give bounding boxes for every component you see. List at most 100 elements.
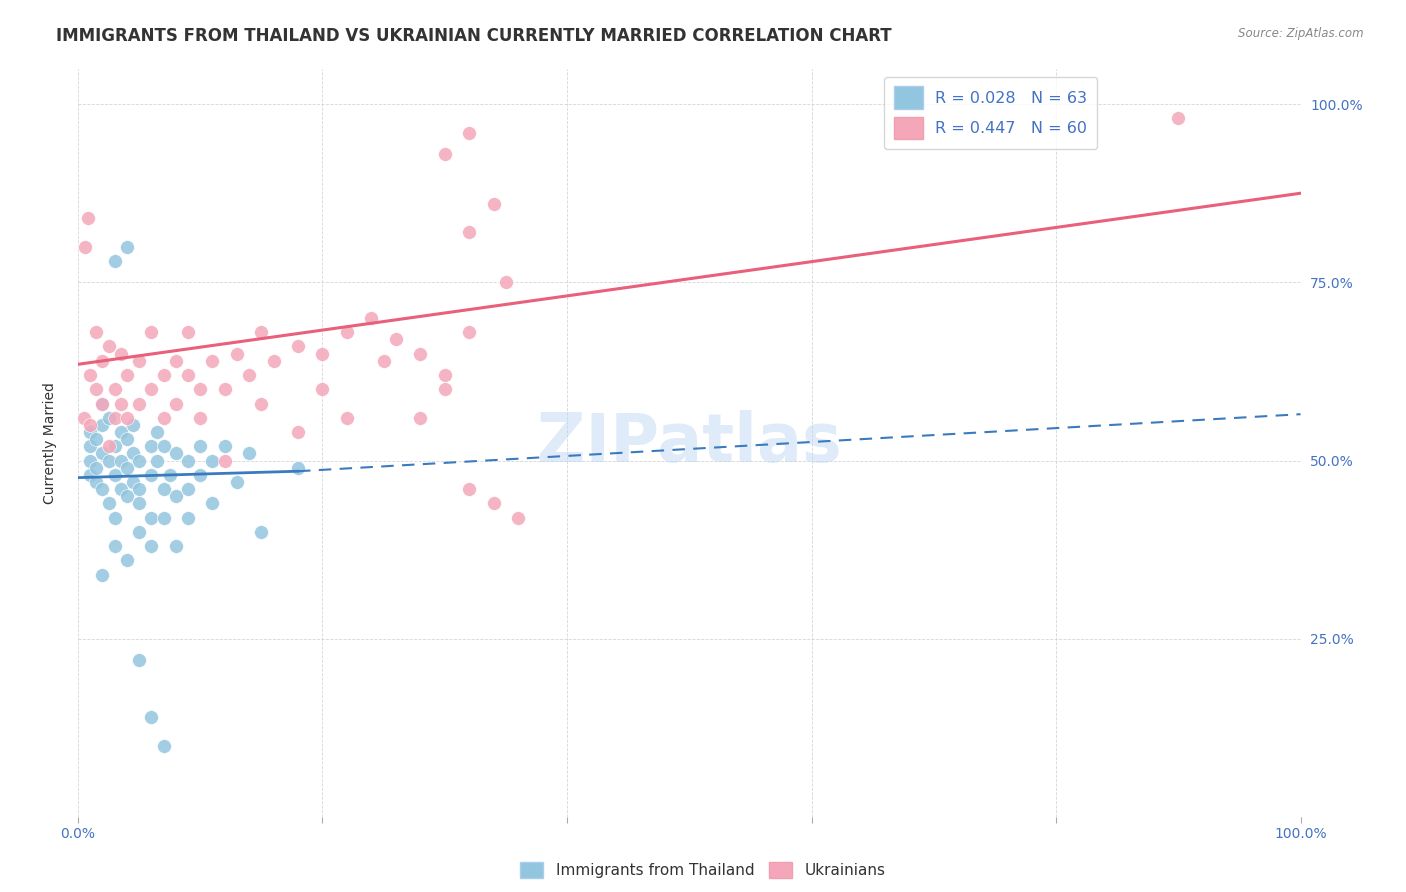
Point (141, 325, 163, 339)
Point (433, 382, 456, 396)
Point (128, 482, 150, 496)
Point (128, 524, 150, 539)
Point (385, 332, 408, 346)
Point (287, 425, 309, 439)
Point (97, 453, 120, 467)
Point (110, 396, 132, 410)
Point (495, 276, 517, 290)
Point (97, 410, 120, 425)
Point (122, 446, 145, 460)
Legend: R = 0.028   N = 63, R = 0.447   N = 60: R = 0.028 N = 63, R = 0.447 N = 60 (884, 77, 1097, 149)
Point (110, 425, 132, 439)
Point (128, 396, 150, 410)
Point (110, 482, 132, 496)
Point (122, 417, 145, 432)
Point (79, 453, 101, 467)
Point (76, 211, 98, 226)
Point (201, 453, 224, 467)
Point (336, 410, 359, 425)
Point (409, 410, 432, 425)
Point (152, 482, 174, 496)
Point (104, 467, 127, 482)
Point (146, 453, 169, 467)
Point (177, 368, 200, 382)
Point (250, 524, 273, 539)
Point (79, 467, 101, 482)
Point (91, 353, 114, 368)
Point (104, 254, 127, 268)
Point (115, 368, 138, 382)
Point (128, 453, 150, 467)
Point (110, 453, 132, 467)
Point (214, 382, 236, 396)
Point (115, 410, 138, 425)
Point (433, 368, 456, 382)
Point (141, 539, 163, 553)
Point (91, 396, 114, 410)
Point (115, 460, 138, 475)
Point (110, 346, 132, 360)
Point (506, 510, 529, 524)
Point (165, 396, 187, 410)
Point (128, 496, 150, 510)
Point (115, 553, 138, 567)
Point (91, 417, 114, 432)
Point (152, 739, 174, 753)
Point (225, 475, 247, 489)
Point (115, 240, 138, 254)
Point (165, 539, 187, 553)
Point (91, 482, 114, 496)
Point (84, 475, 107, 489)
Point (165, 446, 187, 460)
Point (115, 432, 138, 446)
Legend: Immigrants from Thailand, Ukrainians: Immigrants from Thailand, Ukrainians (515, 856, 891, 884)
Point (188, 410, 211, 425)
Point (79, 417, 101, 432)
Point (177, 325, 200, 339)
Point (79, 425, 101, 439)
Point (141, 382, 163, 396)
Point (84, 432, 107, 446)
Point (165, 353, 187, 368)
Point (409, 346, 432, 360)
Point (141, 710, 163, 724)
Point (84, 382, 107, 396)
Point (79, 368, 101, 382)
Point (250, 325, 273, 339)
Point (458, 226, 481, 240)
Point (201, 353, 224, 368)
Point (115, 489, 138, 503)
Point (311, 346, 333, 360)
Point (287, 460, 309, 475)
Point (1167, 112, 1189, 126)
Point (482, 197, 505, 211)
Point (177, 510, 200, 524)
Point (188, 467, 211, 482)
Point (360, 310, 382, 325)
Point (146, 425, 169, 439)
Point (238, 368, 260, 382)
Point (141, 510, 163, 524)
Point (458, 482, 481, 496)
Point (214, 453, 236, 467)
Point (311, 382, 333, 396)
Point (128, 353, 150, 368)
Point (104, 439, 127, 453)
Text: ZIPatlas: ZIPatlas (537, 409, 842, 475)
Point (214, 439, 236, 453)
Point (458, 325, 481, 339)
Y-axis label: Currently Married: Currently Married (44, 382, 58, 504)
Point (104, 382, 127, 396)
Text: Source: ZipAtlas.com: Source: ZipAtlas.com (1239, 27, 1364, 40)
Point (165, 489, 187, 503)
Point (141, 439, 163, 453)
Point (152, 368, 174, 382)
Point (97, 339, 120, 353)
Point (104, 539, 127, 553)
Point (91, 567, 114, 582)
Point (159, 467, 181, 482)
Point (201, 496, 224, 510)
Point (287, 339, 309, 353)
Point (141, 467, 163, 482)
Point (97, 496, 120, 510)
